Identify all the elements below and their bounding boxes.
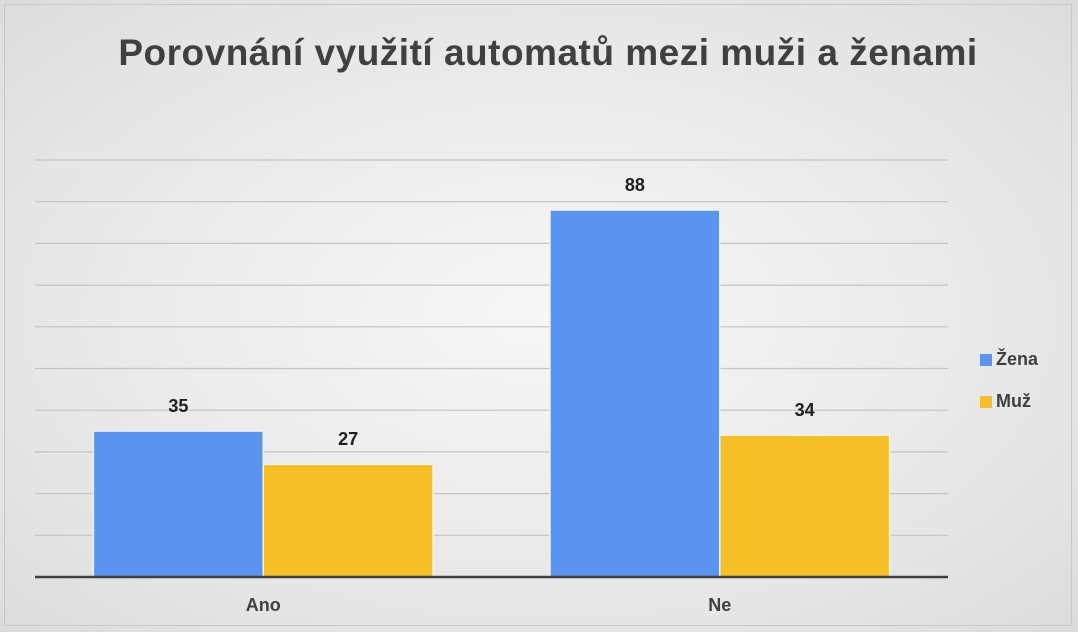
chart-title: Porovnání využití automatů mezi muži a ž… bbox=[118, 32, 978, 73]
bar bbox=[719, 434, 891, 578]
data-label: 34 bbox=[795, 400, 815, 420]
data-label: 35 bbox=[168, 396, 188, 416]
legend-swatch bbox=[980, 354, 992, 366]
data-label: 88 bbox=[625, 175, 645, 195]
legend-label: Žena bbox=[996, 348, 1039, 369]
bar bbox=[549, 209, 721, 578]
bar bbox=[92, 430, 264, 578]
data-label: 27 bbox=[338, 429, 358, 449]
legend-label: Muž bbox=[996, 391, 1031, 411]
bar bbox=[262, 463, 434, 578]
legend-swatch bbox=[980, 396, 992, 408]
chart-border bbox=[4, 4, 1072, 626]
x-tick-label: Ano bbox=[246, 595, 281, 615]
x-tick-label: Ne bbox=[708, 595, 731, 615]
